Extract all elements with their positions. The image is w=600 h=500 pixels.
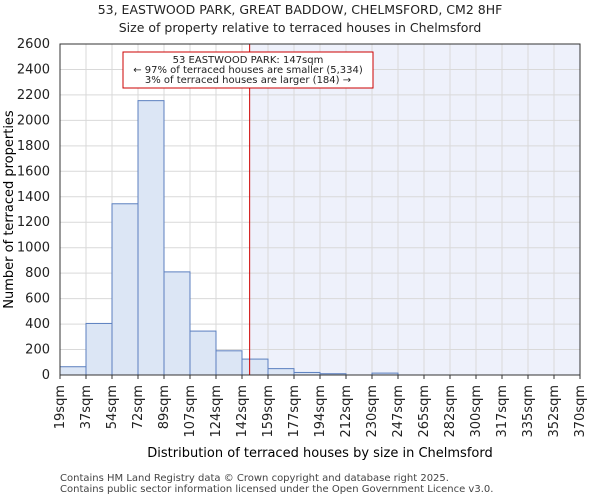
y-tick-label: 1400 <box>17 190 50 205</box>
x-tick-label: 159sqm <box>261 385 276 438</box>
annotation-box <box>122 51 374 89</box>
x-tick-label: 282sqm <box>443 385 458 438</box>
x-tick-label: 19sqm <box>53 385 68 429</box>
x-tick-label: 107sqm <box>183 385 198 438</box>
y-tick-label: 1200 <box>17 215 50 230</box>
annotation-smaller: ← 97% of terraced houses are smaller (5,… <box>133 65 363 76</box>
bar <box>137 100 165 376</box>
x-tick-label: 370sqm <box>573 385 588 438</box>
bar <box>189 330 217 376</box>
x-tick-label: 142sqm <box>235 385 250 438</box>
x-tick-label: 300sqm <box>469 385 484 438</box>
annotation-title: 53 EASTWOOD PARK: 147sqm <box>173 55 324 66</box>
bar <box>59 366 87 376</box>
x-tick-label: 265sqm <box>417 385 432 438</box>
bar <box>241 358 269 376</box>
footer-copyright: Contains HM Land Registry data © Crown c… <box>60 473 449 484</box>
y-tick-label: 0 <box>42 368 50 383</box>
axes <box>59 43 581 379</box>
x-axis-label: Distribution of terraced houses by size … <box>147 446 492 461</box>
x-tick-label: 72sqm <box>131 385 146 429</box>
y-tick-label: 2000 <box>17 113 50 128</box>
y-tick-label: 200 <box>25 343 50 358</box>
y-tick-label: 2200 <box>17 88 50 103</box>
footer-licence: Contains public sector information licen… <box>60 484 494 495</box>
chart-title-subtitle: Size of property relative to terraced ho… <box>118 20 482 35</box>
x-tick-labels: 19sqm 37sqm 54sqm 72sqm 89sqm 107sqm 124sqm 142… <box>53 385 588 438</box>
marker-annotation: 53 EASTWOOD PARK: 147sqm ← 97% of terrac… <box>122 51 374 89</box>
y-tick-label: 1000 <box>17 241 50 256</box>
y-tick-labels: 0 200 400 600 800 1000 1200 1400 1600 1800 2000 220… <box>17 37 50 383</box>
x-tick-label: 317sqm <box>495 385 510 438</box>
x-tick-label: 194sqm <box>313 385 328 438</box>
y-tick-label: 800 <box>25 266 50 281</box>
y-axis-label: Number of terraced properties <box>2 110 17 309</box>
bar <box>267 368 295 376</box>
x-tick-label: 89sqm <box>157 385 172 429</box>
x-tick-label: 230sqm <box>365 385 380 438</box>
annotation-larger: 3% of terraced houses are larger (184) → <box>145 75 351 86</box>
y-tick-label: 2400 <box>17 62 50 77</box>
y-tick-label: 1600 <box>17 164 50 179</box>
x-tick-label: 335sqm <box>521 385 536 438</box>
x-tick-label: 247sqm <box>391 385 406 438</box>
x-tick-label: 212sqm <box>339 385 354 438</box>
y-tick-label: 400 <box>25 317 50 332</box>
bar <box>215 350 243 376</box>
y-tick-label: 2600 <box>17 37 50 52</box>
highlight-region <box>249 44 580 375</box>
x-tick-label: 352sqm <box>547 385 562 438</box>
x-tick-label: 124sqm <box>209 385 224 438</box>
chart-title-address: 53, EASTWOOD PARK, GREAT BADDOW, CHELMSF… <box>97 2 503 17</box>
x-tick-label: 37sqm <box>79 385 94 429</box>
bar <box>163 271 191 376</box>
bar <box>85 322 113 376</box>
bars <box>59 100 399 376</box>
bar <box>111 203 139 376</box>
x-tick-label: 177sqm <box>287 385 302 438</box>
y-tick-label: 1800 <box>17 139 50 154</box>
x-tick-label: 54sqm <box>105 385 120 429</box>
y-tick-label: 600 <box>25 292 50 307</box>
